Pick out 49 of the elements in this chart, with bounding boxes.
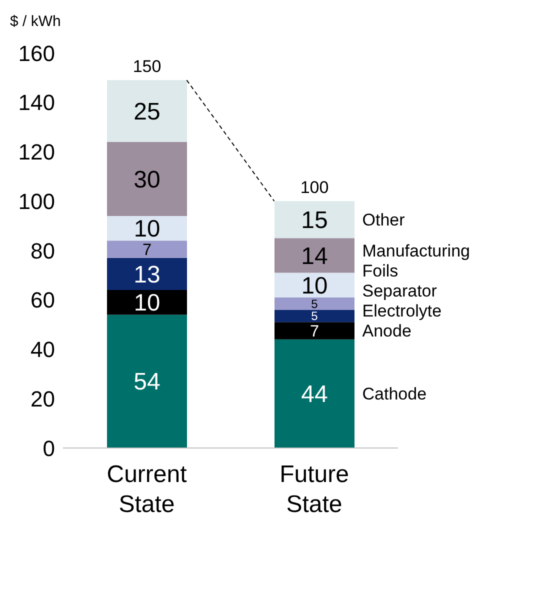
data-label: 15 xyxy=(301,207,328,234)
y-tick-label: 140 xyxy=(18,90,55,116)
series-label: Anode xyxy=(362,322,412,341)
bar xyxy=(107,240,187,258)
data-label: 10 xyxy=(134,290,160,317)
series-label: Foils xyxy=(362,262,398,281)
y-tick-label: 100 xyxy=(18,188,55,214)
data-label: 44 xyxy=(301,381,328,408)
y-tick-label: 80 xyxy=(30,238,55,264)
bar xyxy=(274,297,354,310)
total-label: 100 xyxy=(300,178,329,198)
total-label: 150 xyxy=(132,57,162,76)
x-tick-label: Current State xyxy=(106,461,188,518)
data-label: 7 xyxy=(310,322,320,340)
series-label: Manufacturing xyxy=(362,242,470,261)
bar xyxy=(107,258,187,290)
y-tick-label: 40 xyxy=(30,337,55,362)
bar xyxy=(107,216,187,241)
data-label: 10 xyxy=(134,216,160,243)
series-label: Separator xyxy=(362,282,438,301)
bar xyxy=(274,272,354,298)
data-label: 5 xyxy=(311,296,318,311)
bar xyxy=(107,80,187,142)
data-label: 14 xyxy=(301,242,328,270)
y-tick-label: 120 xyxy=(18,140,55,165)
data-label: 5 xyxy=(311,309,318,324)
series-label: Electrolyte xyxy=(362,302,442,321)
bar xyxy=(274,339,354,448)
series-label: Other xyxy=(362,210,406,230)
data-label: 7 xyxy=(142,240,152,259)
data-label: 30 xyxy=(134,166,160,194)
data-label: 54 xyxy=(134,368,160,396)
bar xyxy=(274,238,354,273)
bar xyxy=(107,290,187,315)
y-tick-label: 0 xyxy=(42,436,55,461)
data-label: 13 xyxy=(134,261,160,288)
data-label: 25 xyxy=(134,98,160,126)
bar xyxy=(274,201,354,238)
data-label: 10 xyxy=(301,273,328,300)
bar xyxy=(107,142,187,216)
series-label: Cathode xyxy=(362,384,427,404)
bar xyxy=(274,322,354,340)
y-tick-label: 160 xyxy=(18,40,55,66)
y-axis-title: $ / kWh xyxy=(10,13,61,30)
y-tick-label: 20 xyxy=(30,386,55,412)
bar xyxy=(107,314,187,448)
x-tick-label: Future State xyxy=(280,461,349,518)
bar xyxy=(274,310,354,322)
y-tick-label: 60 xyxy=(30,288,55,313)
